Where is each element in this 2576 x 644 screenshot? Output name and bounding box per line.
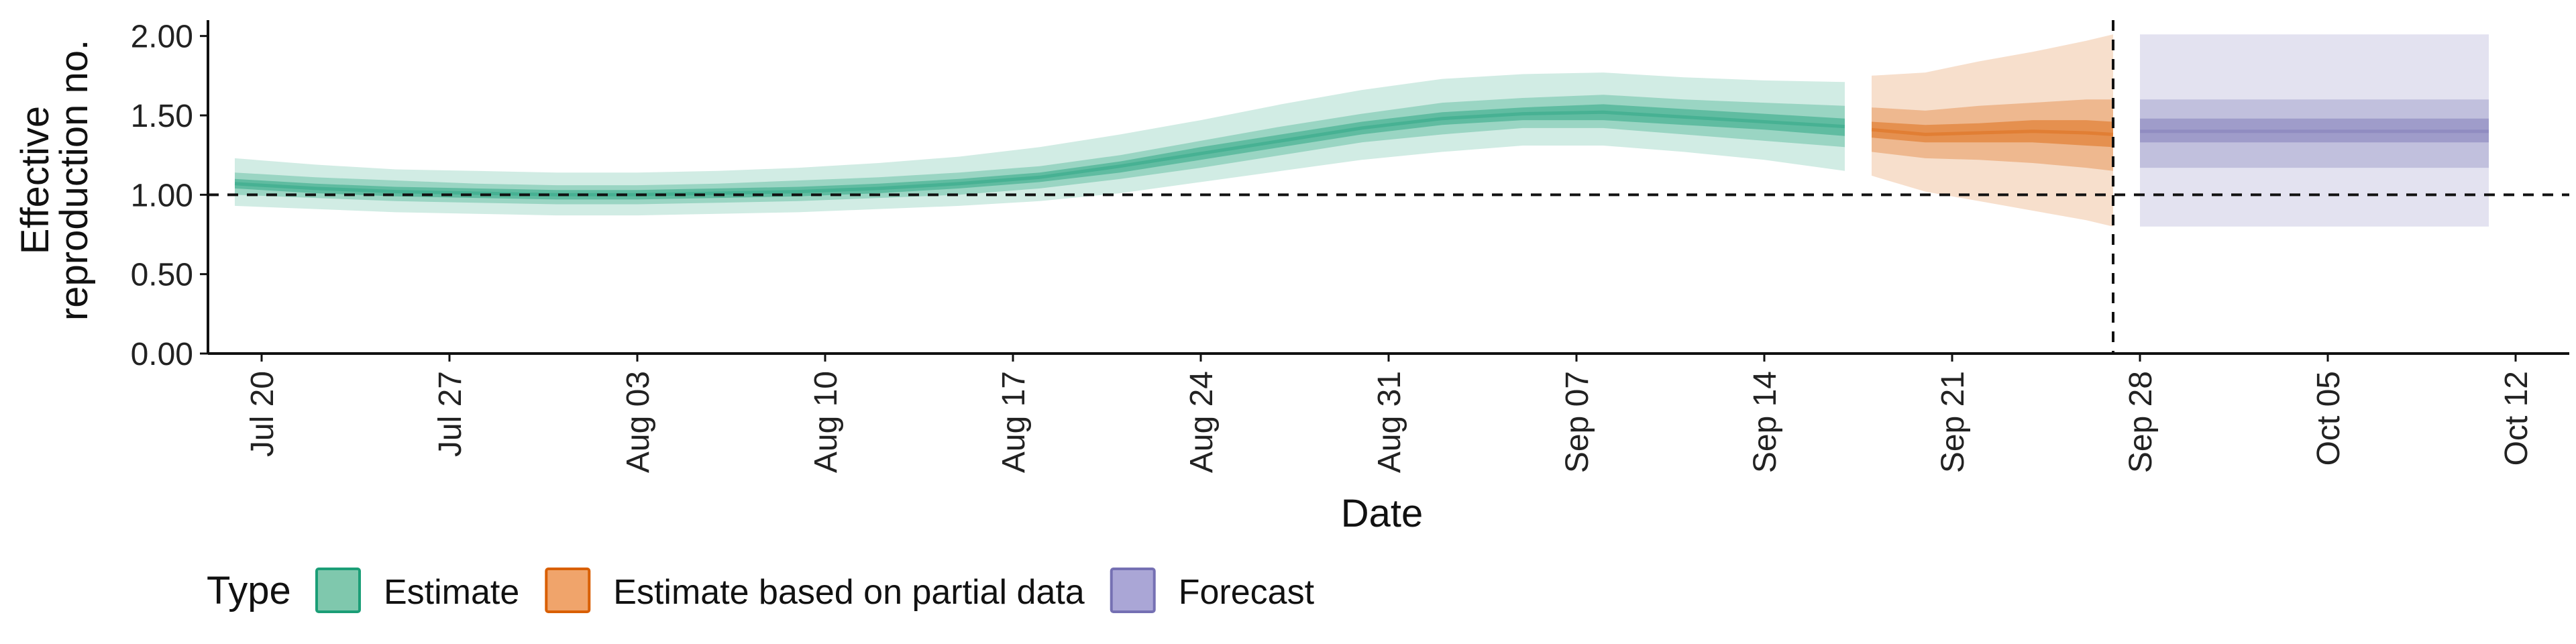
- estimate-based-on-partial-data-band-50: [1872, 99, 2113, 171]
- x-tick-label: Aug 17: [996, 371, 1032, 473]
- legend-item-forecast: Forecast: [1110, 568, 1315, 613]
- legend-item-estimate: Estimate: [315, 568, 519, 613]
- estimate-based-on-partial-data-band-20: [1872, 120, 2113, 148]
- x-tick-label: Oct 12: [2499, 371, 2534, 466]
- x-tick-label: Aug 31: [1372, 371, 1407, 473]
- forecast-band-20: [2140, 118, 2489, 143]
- x-tick-label: Sep 07: [1560, 371, 1595, 473]
- x-tick-label: Aug 03: [621, 371, 656, 473]
- x-tick-label: Sep 28: [2123, 371, 2159, 473]
- y-axis-title-line: reproduction no.: [52, 40, 96, 321]
- y-axis-title-line: Effective: [13, 106, 57, 254]
- y-axis-title: Effectivereproduction no.: [13, 40, 96, 321]
- x-tick-label: Sep 21: [1935, 371, 1971, 473]
- estimate-based-on-partial-data-band-90: [1872, 34, 2113, 227]
- x-axis-ticks: Jul 20 Jul 27 Aug 03 Aug 10 Aug 17 Aug 24 Aug …: [245, 354, 2534, 473]
- forecast-band-50: [2140, 99, 2489, 168]
- x-tick-label: Aug 10: [808, 371, 844, 473]
- legend-swatch: [1110, 568, 1156, 613]
- legend-item-estimate-based-on-partial-data: Estimate based on partial data: [545, 568, 1085, 613]
- forecast-band-90: [2140, 34, 2489, 227]
- y-axis-ticks: 0.00 0.50 1.00 1.50 2.00: [131, 19, 208, 372]
- legend-title: Type: [207, 569, 291, 612]
- estimate-band-50: [235, 95, 1845, 205]
- y-tick-label: 1.00: [131, 178, 193, 213]
- y-tick-label: 0.50: [131, 258, 193, 293]
- y-tick-label: 2.00: [131, 19, 193, 55]
- y-tick-label: 1.50: [131, 99, 193, 134]
- estimate-band-90: [235, 72, 1845, 216]
- legend-label: Forecast: [1179, 573, 1315, 612]
- legend-label: Estimate: [384, 573, 519, 612]
- legend: Type Estimate Estimate based on partial da…: [207, 568, 1315, 613]
- legend-swatch: [315, 568, 361, 613]
- estimate-based-on-partial-data-median-line: [1871, 127, 2114, 136]
- credible-interval-bands: [235, 34, 2489, 227]
- legend-label: Estimate based on partial data: [613, 573, 1085, 612]
- x-tick-label: Sep 14: [1748, 371, 1783, 473]
- y-tick-label: 0.00: [131, 337, 193, 372]
- estimate-band-20: [235, 104, 1845, 200]
- x-tick-label: Aug 24: [1184, 371, 1220, 473]
- x-tick-label: Jul 27: [433, 371, 468, 457]
- x-tick-label: Jul 20: [245, 371, 280, 457]
- reference-lines: [208, 20, 2569, 354]
- x-axis-title: Date: [1341, 492, 1424, 535]
- x-tick-label: Oct 05: [2311, 371, 2347, 466]
- legend-swatch: [545, 568, 591, 613]
